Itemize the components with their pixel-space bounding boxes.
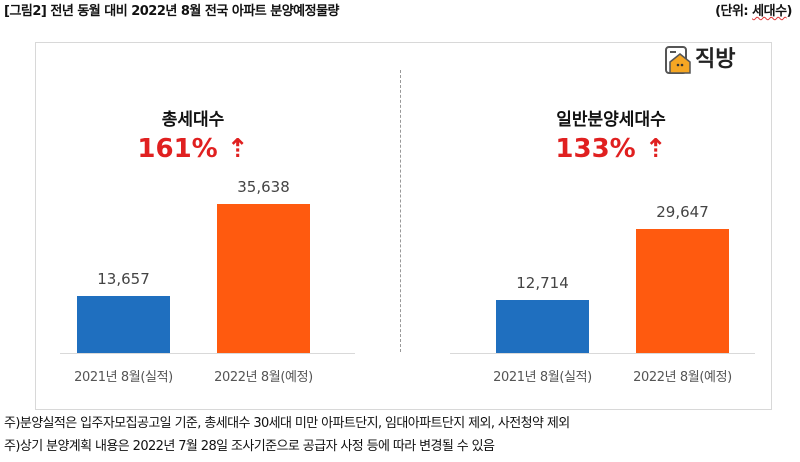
x-label-1-0: 2021년 8월(실적): [493, 370, 592, 385]
footnote-2-text: 주)상기 분양계획 내용은 2022년 7월 28일 조사기준으로 공급자 사정…: [4, 439, 495, 454]
value-label-0-0: 13,657: [97, 269, 150, 288]
bar-0-0: [77, 295, 170, 353]
panel-divider: [400, 70, 401, 352]
baseline-left: [60, 353, 355, 354]
value-label-1-0: 12,714: [516, 273, 569, 292]
x-label-1-1: 2022년 8월(예정): [633, 370, 732, 385]
growth-pct-general: 133% ⇡: [555, 134, 667, 164]
footnote-1-text: 주)분양실적은 입주자모집공고일 기준, 총세대수 30세대 미만 아파트단지,…: [4, 416, 570, 431]
bar-1-1: [636, 229, 729, 353]
value-label-1-1: 29,647: [656, 203, 709, 222]
footnote-1: 주)분양실적은 입주자모집공고일 기준, 총세대수 30세대 미만 아파트단지,…: [4, 416, 570, 432]
value-label-0-1: 35,638: [237, 178, 290, 196]
x-label-0-0: 2021년 8월(실적): [74, 370, 173, 385]
panel-title-general: 일반분양세대수: [556, 110, 666, 130]
unit-label: (단위: 세대수): [715, 4, 792, 20]
unit-prefix: (단위:: [715, 4, 753, 19]
growth-pct-total: 161% ⇡: [137, 134, 249, 164]
house-icon: [665, 46, 691, 74]
logo-text: 직방: [695, 47, 736, 72]
unit-suffix: ): [786, 4, 793, 19]
baseline-right: [450, 353, 755, 354]
bar-1-0: [496, 299, 589, 353]
footnote-2: 주)상기 분양계획 내용은 2022년 7월 28일 조사기준으로 공급자 사정…: [4, 439, 495, 455]
zigbang-logo: 직방: [665, 46, 735, 74]
panel-title-total: 총세대수: [161, 110, 225, 130]
chart-frame: [35, 42, 772, 410]
bar-0-1: [217, 204, 310, 353]
unit-word: 세대수: [752, 4, 787, 19]
figure-title: [그림2] 전년 동월 대비 2022년 8월 전국 아파트 분양예정물량: [4, 4, 340, 19]
x-label-0-1: 2022년 8월(예정): [214, 370, 313, 385]
